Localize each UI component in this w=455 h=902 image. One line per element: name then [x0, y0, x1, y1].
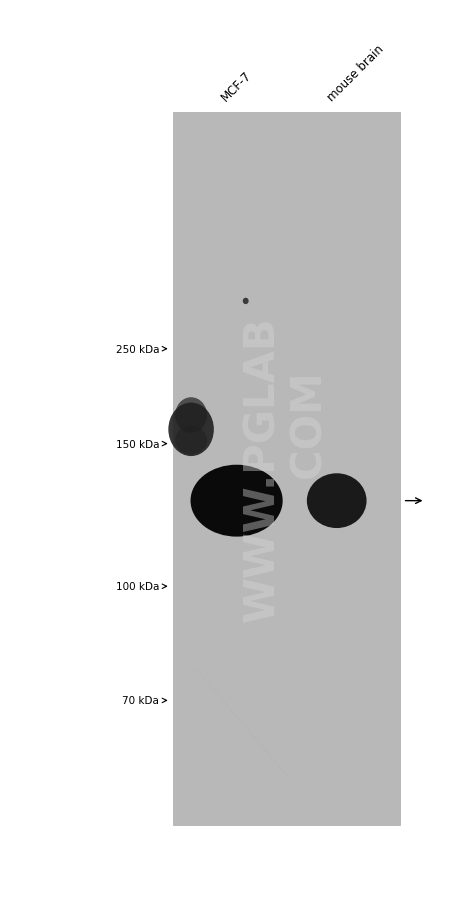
- Ellipse shape: [175, 427, 207, 455]
- Text: 150 kDa: 150 kDa: [116, 439, 159, 449]
- Ellipse shape: [175, 398, 207, 433]
- Text: mouse brain: mouse brain: [325, 42, 387, 104]
- Text: WWW.PGLAB
      COM: WWW.PGLAB COM: [241, 317, 332, 621]
- Text: MCF-7: MCF-7: [218, 69, 253, 104]
- Ellipse shape: [307, 474, 367, 529]
- Ellipse shape: [168, 403, 214, 456]
- Text: 100 kDa: 100 kDa: [116, 582, 159, 592]
- Ellipse shape: [191, 465, 283, 537]
- Bar: [173, 113, 400, 825]
- Text: 250 kDa: 250 kDa: [116, 345, 159, 354]
- Ellipse shape: [243, 299, 249, 305]
- Text: 70 kDa: 70 kDa: [122, 695, 159, 705]
